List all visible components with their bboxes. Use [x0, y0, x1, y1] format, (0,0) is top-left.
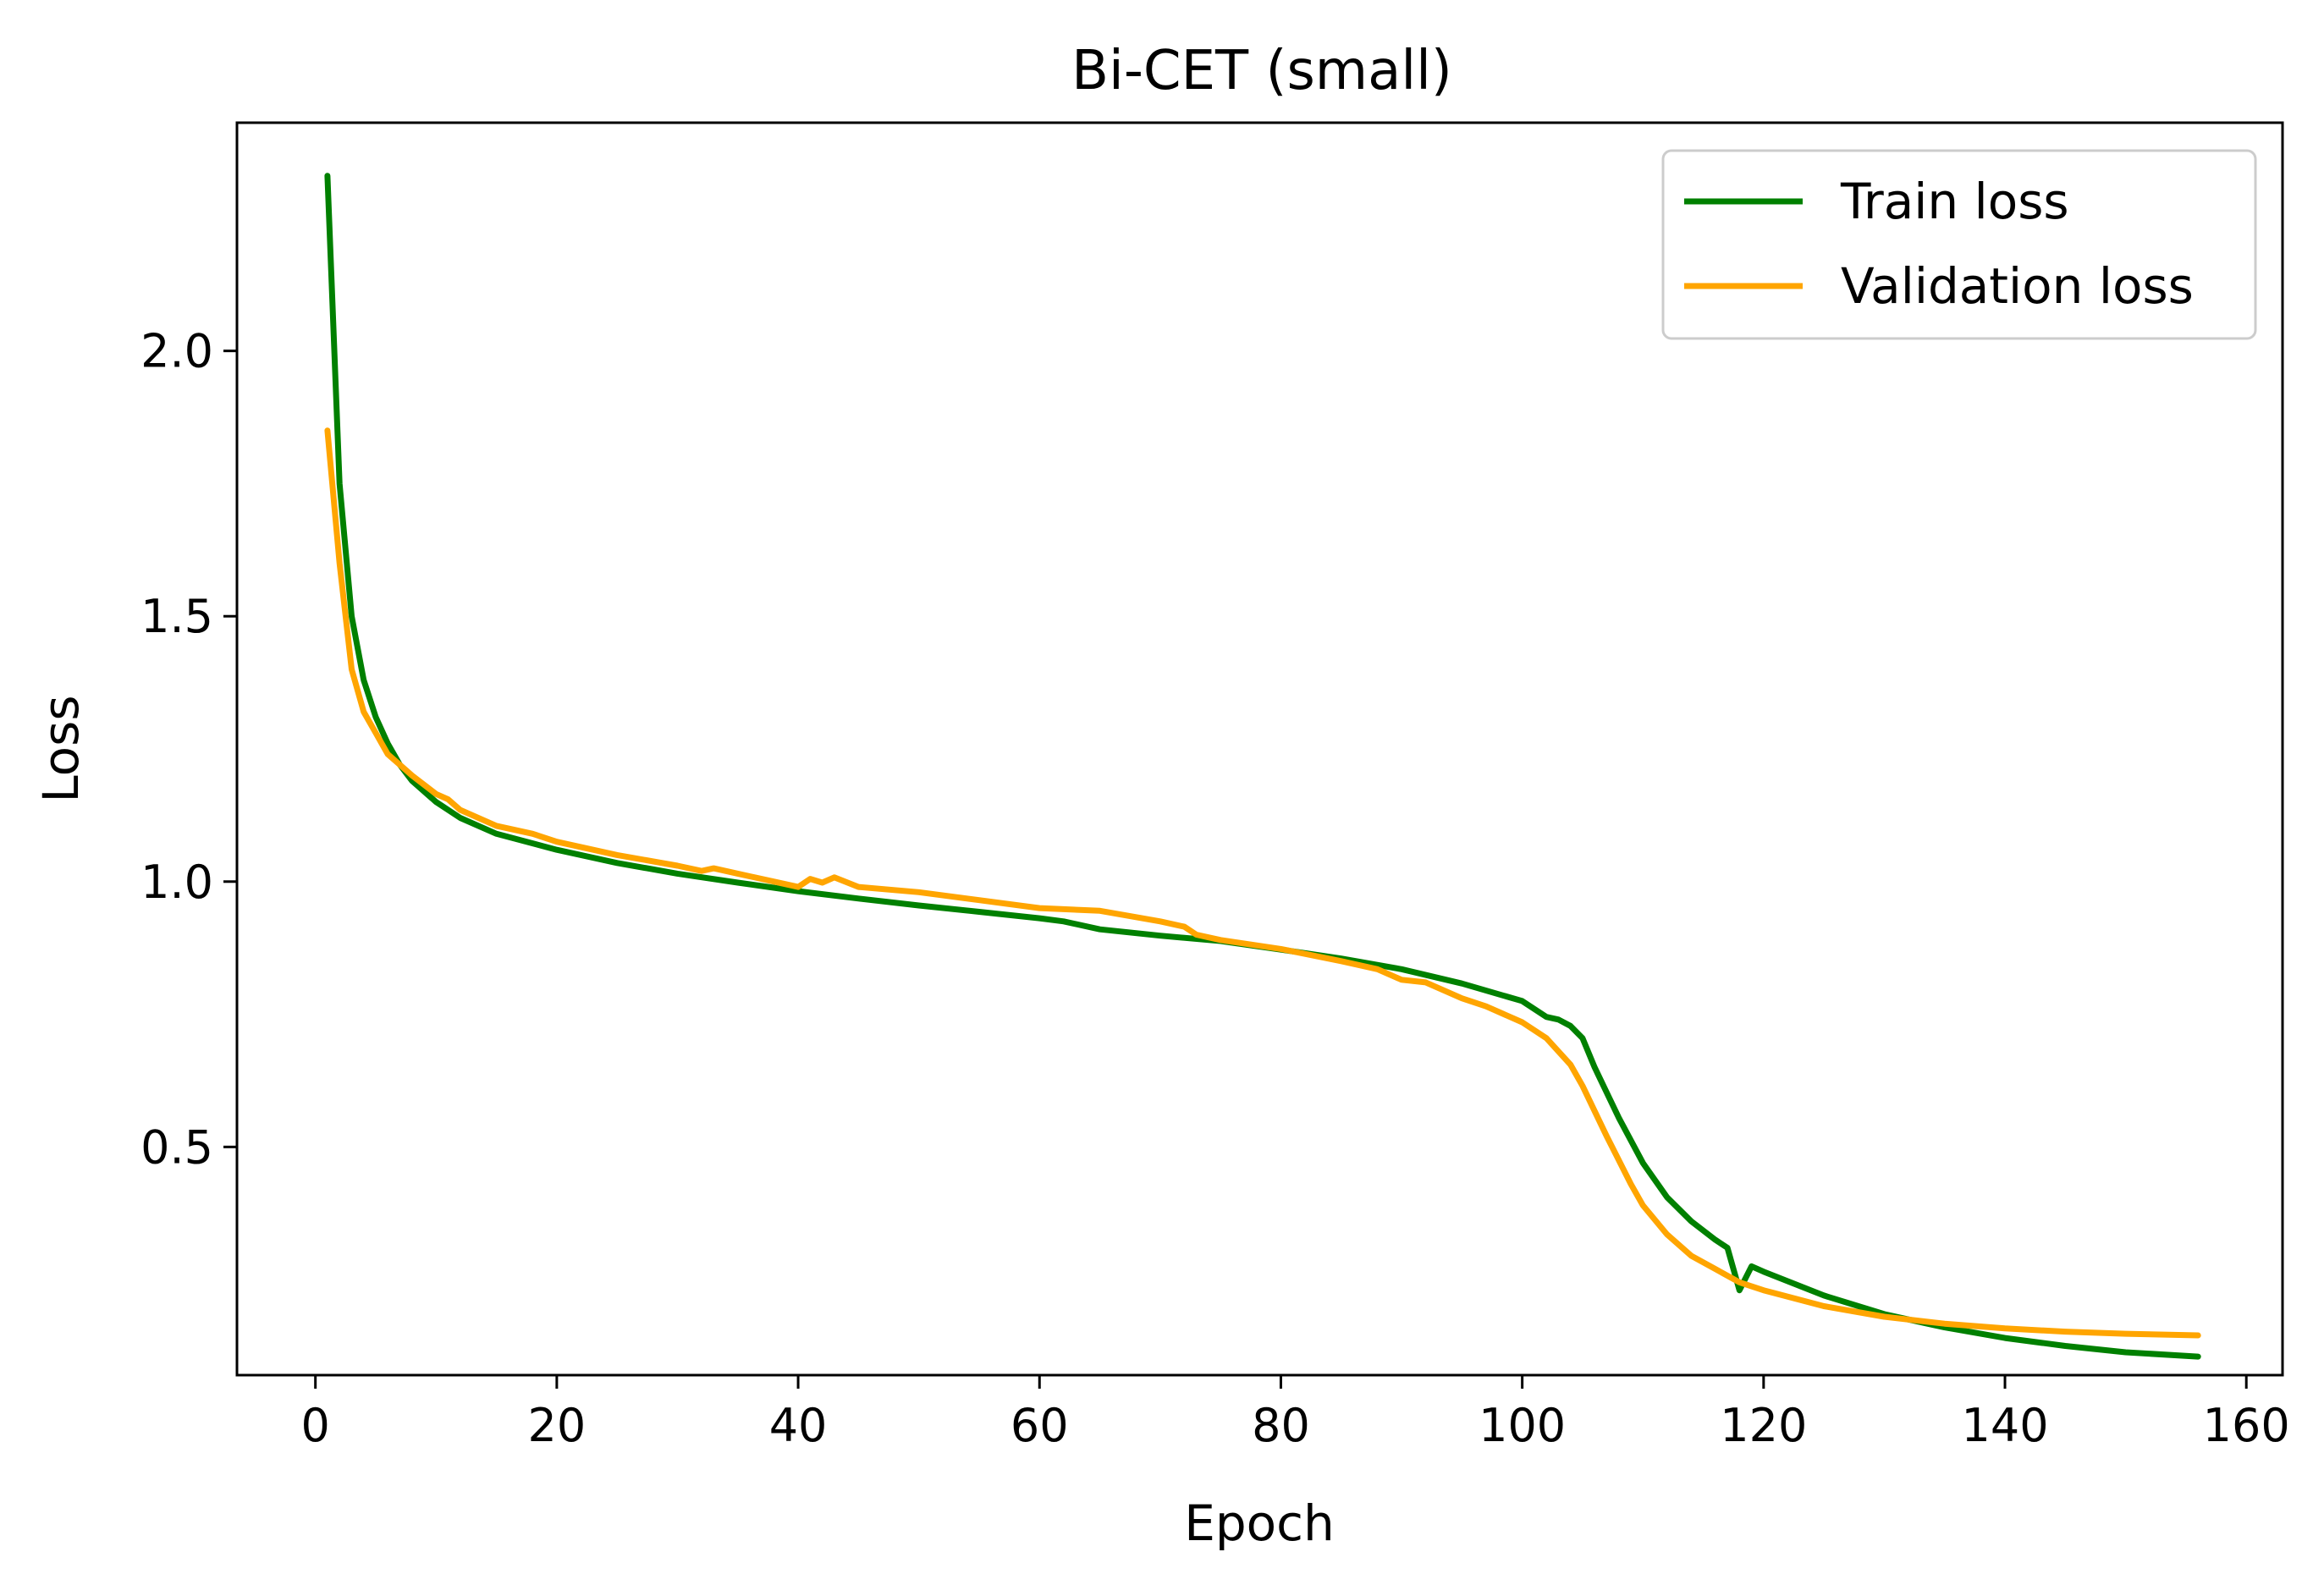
- y-tick-label: 2.0: [140, 325, 213, 378]
- x-tick-label: 100: [1479, 1399, 1566, 1452]
- legend: Train loss Validation loss: [1661, 149, 2257, 340]
- series-line-validation-loss: [324, 427, 2201, 1339]
- x-tick-label: 20: [528, 1399, 587, 1452]
- legend-box: [1661, 149, 2257, 340]
- series-line-train-loss: [324, 173, 2201, 1360]
- y-tick-label: 0.5: [140, 1120, 213, 1174]
- y-tick-label: 1.5: [140, 590, 213, 643]
- x-tick-label: 120: [1720, 1399, 1807, 1452]
- x-tick-label: 60: [1011, 1399, 1069, 1452]
- plot-area: [324, 173, 2201, 1360]
- legend-label-validation-loss: Validation loss: [1841, 257, 2194, 315]
- y-axis: 0.5 1.0 1.5 2.0: [140, 325, 237, 1174]
- y-tick-label: 1.0: [140, 856, 213, 909]
- legend-label-train-loss: Train loss: [1840, 173, 2069, 230]
- chart-title: Bi-CET (small): [1071, 40, 1452, 102]
- plot-frame: [235, 121, 2284, 1377]
- x-tick-label: 80: [1252, 1399, 1310, 1452]
- x-tick-label: 0: [301, 1399, 330, 1452]
- x-tick-label: 40: [769, 1399, 828, 1452]
- x-tick-label: 140: [1961, 1399, 2048, 1452]
- x-tick-label: 160: [2203, 1399, 2290, 1452]
- x-axis-label: Epoch: [1184, 1494, 1335, 1552]
- y-axis-label: Loss: [32, 695, 90, 802]
- x-axis: 0 20 40 60 80 100 120 140 160: [301, 1375, 2290, 1452]
